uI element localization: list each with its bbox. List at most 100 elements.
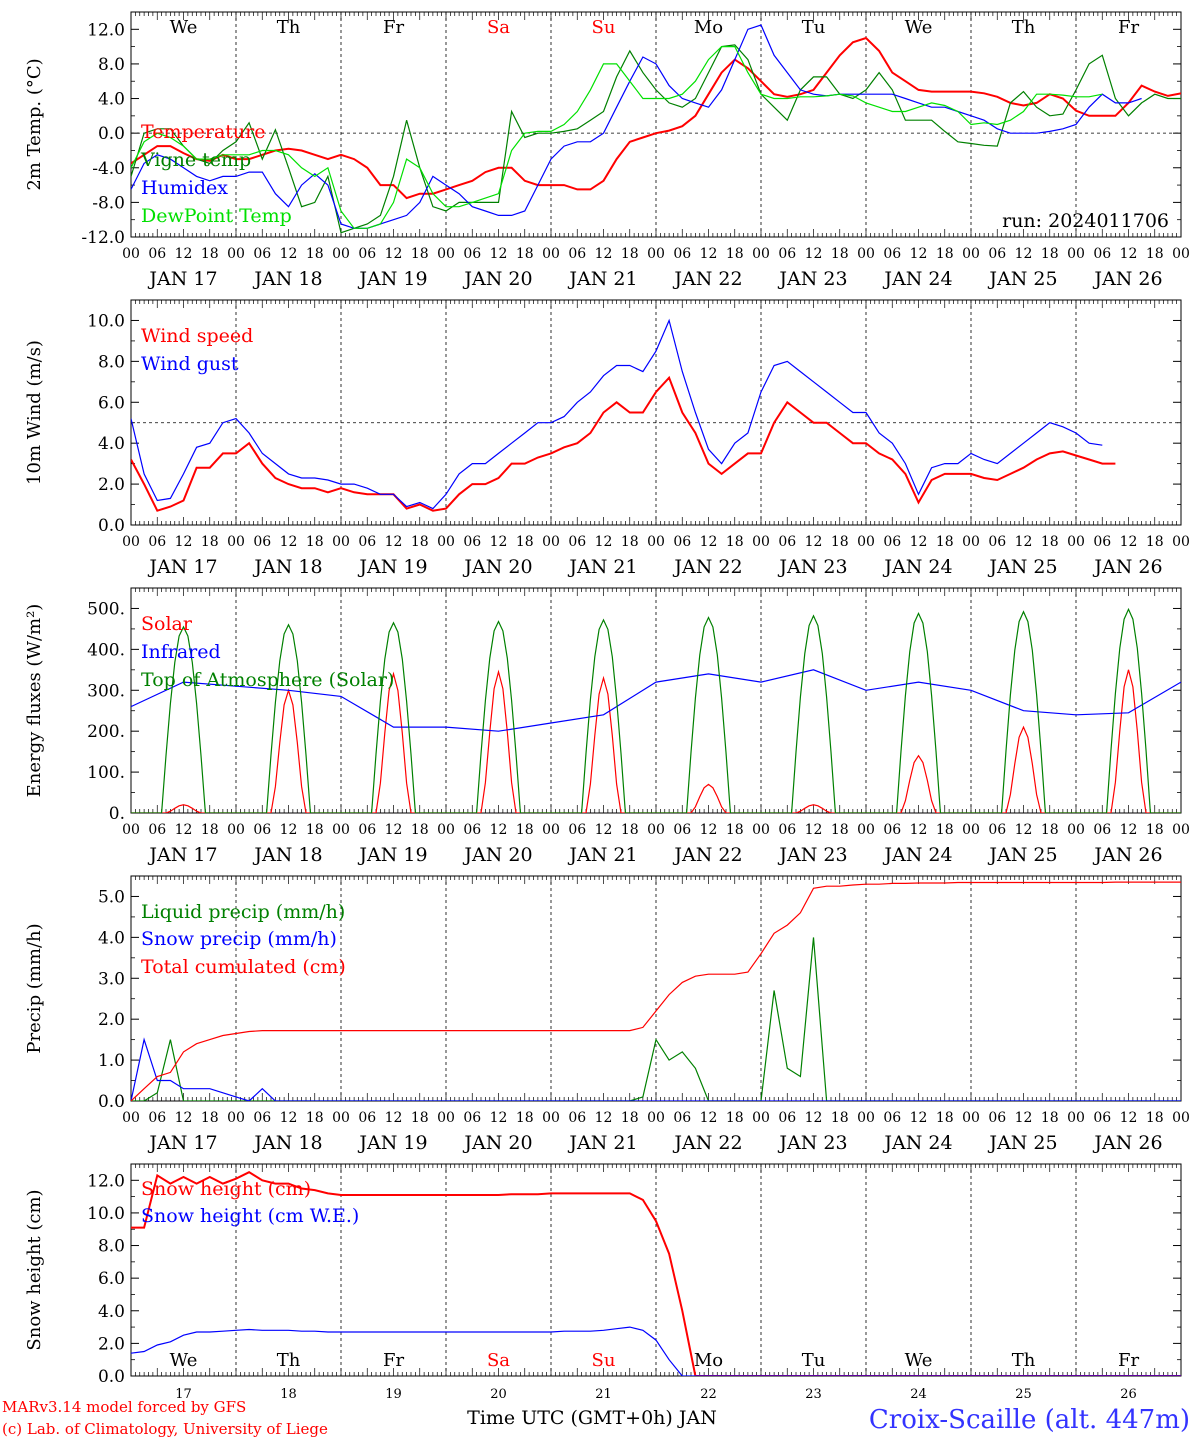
hour-tick-label: 18 — [726, 822, 744, 838]
date-label: JAN 24 — [882, 1132, 952, 1154]
hour-tick-label: 06 — [673, 534, 691, 550]
hour-tick-label: 18 — [621, 246, 639, 262]
hour-tick-label: 06 — [883, 1110, 901, 1126]
y-tick-label: 400. — [87, 640, 125, 660]
hour-tick-label: 12 — [910, 534, 928, 550]
hour-tick-label: 00 — [437, 246, 455, 262]
date-label: JAN 17 — [147, 844, 217, 866]
hour-tick-label: 00 — [752, 822, 770, 838]
y-tick-label: 300. — [87, 681, 125, 701]
date-label: JAN 22 — [672, 1132, 742, 1154]
hour-tick-label: 12 — [1015, 822, 1033, 838]
hour-tick-label: 06 — [148, 246, 166, 262]
legend-entry: Liquid precip (mm/h) — [141, 901, 345, 923]
hour-tick-label: 00 — [1067, 534, 1085, 550]
legend-entry: Total cumulated (cm) — [141, 956, 346, 978]
date-label: JAN 18 — [252, 844, 322, 866]
y-tick-label: 4.0 — [98, 434, 125, 454]
hour-tick-label: 18 — [1041, 246, 1059, 262]
date-label: JAN 25 — [987, 268, 1057, 290]
y-axis-label: Energy fluxes (W/m²) — [24, 604, 45, 798]
hour-tick-label: 18 — [1041, 1110, 1059, 1126]
date-label: JAN 24 — [882, 556, 952, 578]
hour-tick-label: 06 — [568, 822, 586, 838]
y-tick-label: 8.0 — [98, 352, 125, 372]
hour-tick-label: 00 — [437, 822, 455, 838]
y-tick-label: 12.0 — [87, 1171, 125, 1191]
series-group — [131, 1171, 1181, 1376]
hour-tick-label: 12 — [910, 1110, 928, 1126]
date-label: JAN 22 — [672, 844, 742, 866]
hour-tick-label: 06 — [148, 822, 166, 838]
hour-tick-label: 06 — [883, 534, 901, 550]
hour-tick-label: 00 — [857, 246, 875, 262]
date-label: JAN 18 — [252, 556, 322, 578]
y-tick-label: 8.0 — [98, 1237, 125, 1257]
series-line-wind-gust — [131, 318, 1103, 510]
y-axis-label: 2m Temp. (°C) — [24, 58, 45, 190]
hour-tick-label: 18 — [726, 534, 744, 550]
date-label: JAN 17 — [147, 268, 217, 290]
hour-tick-label: 06 — [988, 822, 1006, 838]
hour-tick-label: 18 — [621, 534, 639, 550]
date-label: JAN 20 — [462, 844, 532, 866]
day-number-label: 24 — [910, 1387, 927, 1402]
hour-tick-label: 00 — [647, 1110, 665, 1126]
weekday-label: Su — [592, 1350, 616, 1371]
y-tick-label: 10.0 — [87, 1204, 125, 1224]
weekday-label: Mo — [694, 1350, 723, 1371]
hour-tick-label: 18 — [411, 822, 429, 838]
hour-tick-label: 12 — [280, 246, 298, 262]
hour-tick-label: 00 — [647, 246, 665, 262]
panel-1: -12.0 -8.0 -4.0 0.0 4.0 8.0 12.0 2m Temp. (°C) 0… — [24, 11, 1190, 290]
hour-tick-label: 00 — [752, 534, 770, 550]
hour-tick-label: 18 — [516, 822, 534, 838]
hour-tick-label: 12 — [1120, 822, 1138, 838]
date-label: JAN 19 — [357, 1132, 427, 1154]
date-label: JAN 17 — [147, 1132, 217, 1154]
hour-tick-label: 12 — [700, 822, 718, 838]
hour-tick-label: 06 — [358, 822, 376, 838]
hour-tick-label: 12 — [595, 246, 613, 262]
hour-tick-label: 12 — [595, 534, 613, 550]
day-number-label: 21 — [595, 1387, 612, 1402]
hour-tick-label: 12 — [595, 1110, 613, 1126]
hour-tick-label: 00 — [542, 1110, 560, 1126]
hour-tick-label: 12 — [700, 246, 718, 262]
hour-tick-label: 12 — [385, 1110, 403, 1126]
legend-entry: Snow height (cm) — [141, 1178, 311, 1200]
hour-tick-label: 12 — [805, 534, 823, 550]
series-line-vigne-temp — [131, 44, 1181, 234]
hour-tick-label: 18 — [726, 246, 744, 262]
series-line-dewpoint-temp — [131, 46, 1103, 229]
y-tick-label: 5.0 — [98, 887, 125, 907]
hour-tick-label: 00 — [962, 1110, 980, 1126]
legend-entry: Snow precip (mm/h) — [141, 928, 337, 950]
hour-tick-label: 00 — [1172, 822, 1190, 838]
date-label: JAN 18 — [252, 268, 322, 290]
hour-tick-label: 06 — [1093, 822, 1111, 838]
hour-tick-label: 12 — [490, 246, 508, 262]
lab-credit-line: (c) Lab. of Climatology, University of L… — [2, 1420, 328, 1438]
hour-tick-label: 00 — [227, 534, 245, 550]
legend-entry: Top of Atmosphere (Solar) — [141, 669, 394, 691]
date-label: JAN 18 — [252, 1132, 322, 1154]
series-group — [131, 318, 1116, 512]
hour-tick-label: 00 — [437, 1110, 455, 1126]
hour-tick-label: 12 — [385, 534, 403, 550]
date-label: JAN 25 — [987, 1132, 1057, 1154]
hour-tick-label: 18 — [411, 1110, 429, 1126]
hour-tick-label: 00 — [227, 246, 245, 262]
legend-entry: Humidex — [141, 177, 228, 199]
series-line-top-of-atmosphere-solar- — [131, 607, 1181, 813]
hour-tick-label: 18 — [306, 246, 324, 262]
hour-tick-label: 12 — [1120, 534, 1138, 550]
hour-tick-label: 06 — [463, 1110, 481, 1126]
y-tick-label: 6.0 — [98, 393, 125, 413]
hour-tick-label: 06 — [673, 246, 691, 262]
hour-tick-label: 00 — [752, 246, 770, 262]
hour-tick-label: 18 — [411, 534, 429, 550]
weekday-label: Fr — [1118, 1350, 1139, 1371]
hour-tick-label: 06 — [253, 1110, 271, 1126]
